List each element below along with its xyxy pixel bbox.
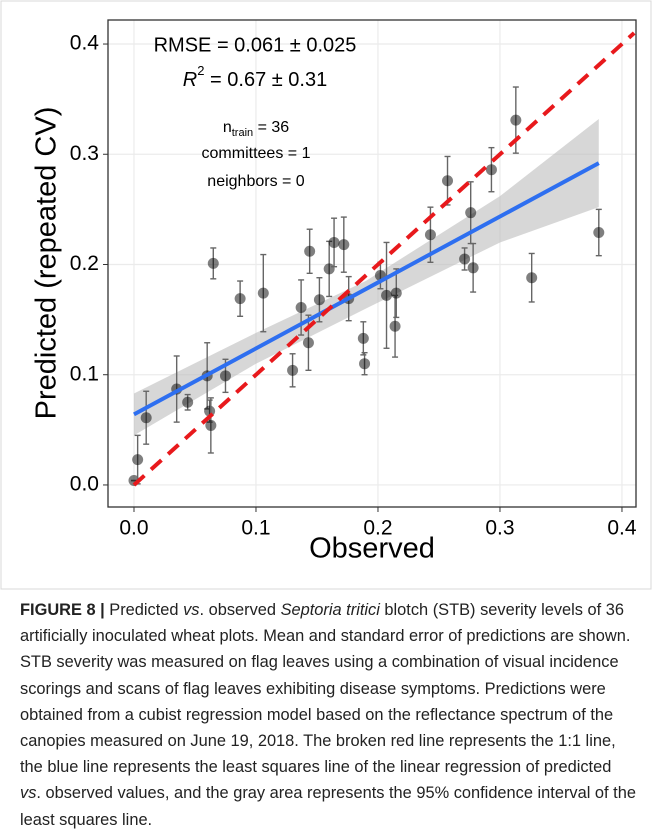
- x-tick-label: 0.0: [119, 517, 148, 540]
- y-tick-label: 0.0: [70, 473, 99, 496]
- neighbors-annotation: neighbors = 0: [207, 173, 305, 190]
- point: [593, 227, 605, 239]
- ntrain-base: n: [223, 119, 232, 136]
- y-axis-title: Predicted (repeated CV): [31, 107, 63, 420]
- r2-sup: 2: [197, 63, 204, 78]
- point: [140, 412, 152, 424]
- ntrain-annotation: ntrain = 36: [223, 119, 289, 139]
- caption-text: vs: [183, 601, 200, 619]
- point: [132, 454, 144, 466]
- point: [304, 245, 316, 257]
- ntrain-rest: = 36: [253, 119, 289, 136]
- point: [359, 358, 371, 370]
- regression-line: [133, 161, 600, 417]
- r2-base: R: [183, 69, 197, 91]
- r2-rest: = 0.67 ± 0.31: [204, 69, 327, 91]
- y-tick-label: 0.4: [70, 32, 100, 55]
- ntrain-sub: train: [232, 127, 253, 139]
- x-tick-label: 0.3: [485, 517, 514, 540]
- point: [338, 239, 350, 251]
- point: [207, 257, 219, 269]
- point: [526, 272, 538, 284]
- committees-annotation: committees = 1: [202, 145, 311, 162]
- caption-text: blotch (STB) severity levels of 36 artif…: [20, 601, 631, 777]
- rmse-annotation: RMSE = 0.061 ± 0.025: [154, 34, 357, 56]
- point: [442, 175, 454, 187]
- point: [424, 229, 436, 241]
- reference-line: [132, 31, 636, 487]
- point: [234, 293, 246, 305]
- point: [302, 337, 314, 349]
- point: [323, 263, 335, 275]
- x-axis-title: Observed: [309, 533, 435, 565]
- figure-caption: FIGURE 8 | Predicted vs. observed Septor…: [20, 597, 636, 833]
- point: [182, 396, 194, 408]
- point: [510, 114, 522, 126]
- caption-label: FIGURE 8 |: [20, 601, 105, 619]
- plot-area: [103, 19, 637, 512]
- x-tick-label: 0.2: [363, 517, 392, 540]
- chart: Observed Predicted (repeated CV) RMSE = …: [0, 0, 652, 590]
- caption-text: . observed values, and the gray area rep…: [20, 784, 636, 829]
- panel-border: [107, 19, 637, 508]
- x-tick-label: 0.1: [241, 517, 270, 540]
- point: [381, 289, 393, 301]
- point: [390, 287, 402, 299]
- point: [465, 207, 477, 219]
- point: [459, 253, 471, 265]
- point: [287, 364, 299, 376]
- panel-background: [108, 20, 636, 507]
- point: [313, 294, 325, 306]
- r2-annotation: R2 = 0.67 ± 0.31: [183, 63, 327, 91]
- point: [467, 262, 479, 274]
- confidence-band: [133, 118, 599, 436]
- point: [357, 332, 369, 344]
- caption-text: Septoria tritici: [280, 601, 380, 619]
- caption-text: . observed: [199, 601, 281, 619]
- x-tick-label: 0.4: [607, 517, 637, 540]
- point: [328, 236, 340, 248]
- point: [485, 164, 497, 176]
- point: [205, 419, 217, 431]
- y-tick-label: 0.3: [70, 142, 99, 165]
- y-tick-label: 0.1: [70, 362, 99, 385]
- point: [219, 370, 231, 382]
- data-layer: [128, 31, 636, 487]
- caption-text: Predicted: [104, 601, 184, 619]
- caption-text: vs: [20, 784, 37, 803]
- point: [389, 320, 401, 332]
- point: [295, 301, 307, 313]
- y-tick-label: 0.2: [70, 252, 99, 275]
- figure-frame: [0, 0, 652, 590]
- point: [257, 287, 269, 299]
